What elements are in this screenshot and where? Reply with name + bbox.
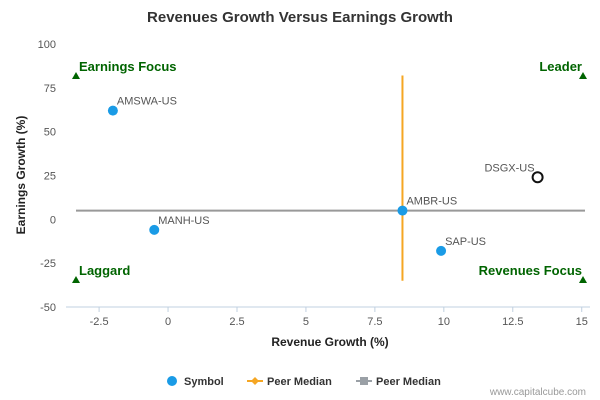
y-tick-label: 75	[44, 83, 56, 95]
legend-diamond-icon	[251, 377, 259, 385]
point-label: AMSWA-US	[117, 96, 177, 108]
y-tick-label: -50	[40, 302, 56, 314]
point-label: AMBR-US	[406, 196, 457, 208]
x-tick-label: 0	[165, 316, 171, 328]
legend-label: Symbol	[184, 376, 224, 388]
quadrant-triangle-icon	[579, 276, 587, 283]
x-tick-label: 2.5	[229, 316, 244, 328]
x-tick-label: 7.5	[367, 316, 382, 328]
chart-title: Revenues Growth Versus Earnings Growth	[147, 9, 453, 26]
y-tick-label: 50	[44, 127, 56, 139]
quadrant-triangle-icon	[72, 72, 80, 79]
y-tick-label: -25	[40, 258, 56, 270]
y-tick-label: 100	[38, 39, 56, 51]
data-point	[531, 171, 544, 184]
y-tick-label: 25	[44, 171, 56, 183]
legend-label: Peer Median	[376, 376, 441, 388]
legend: Symbol Peer Median Peer Median	[167, 376, 441, 388]
quadrant-label-leader: Leader	[539, 59, 582, 74]
x-tick-label: 10	[438, 316, 450, 328]
point-label: DSGX-US	[484, 162, 534, 174]
x-axis-label: Revenue Growth (%)	[271, 335, 388, 349]
data-points: AMSWA-US MANH-US AMBR-US SAP-US DSGX-US	[107, 96, 544, 256]
y-axis-label: Earnings Growth (%)	[14, 116, 28, 235]
legend-label: Peer Median	[267, 376, 332, 388]
x-tick-label: 5	[303, 316, 309, 328]
quadrant-triangle-icon	[579, 72, 587, 79]
point-label: MANH-US	[158, 215, 209, 227]
point-label: SAP-US	[445, 236, 486, 248]
quadrant-label-earnings-focus: Earnings Focus	[79, 59, 177, 74]
x-tick-label: 15	[576, 316, 588, 328]
quadrant-triangle-icon	[72, 276, 80, 283]
data-point	[397, 205, 408, 216]
axes: -2.5 0 2.5 5 7.5 10 12.5 15 -50 -25 0 25 50 75 100	[38, 39, 590, 328]
y-tick-label: 0	[50, 214, 56, 226]
data-point	[149, 224, 160, 235]
median-lines	[76, 75, 585, 281]
legend-symbol-icon	[167, 376, 177, 386]
quadrant-label-laggard: Laggard	[79, 263, 130, 278]
quadrant-labels: Earnings Focus Leader Laggard Revenues Focu…	[72, 59, 587, 283]
x-tick-label: -2.5	[90, 316, 109, 328]
credit-text: www.capitalcube.com	[489, 387, 586, 398]
legend-square-icon	[360, 377, 368, 385]
quadrant-label-revenues-focus: Revenues Focus	[479, 263, 582, 278]
x-tick-label: 12.5	[502, 316, 523, 328]
data-point	[107, 105, 118, 116]
data-point	[436, 245, 447, 256]
